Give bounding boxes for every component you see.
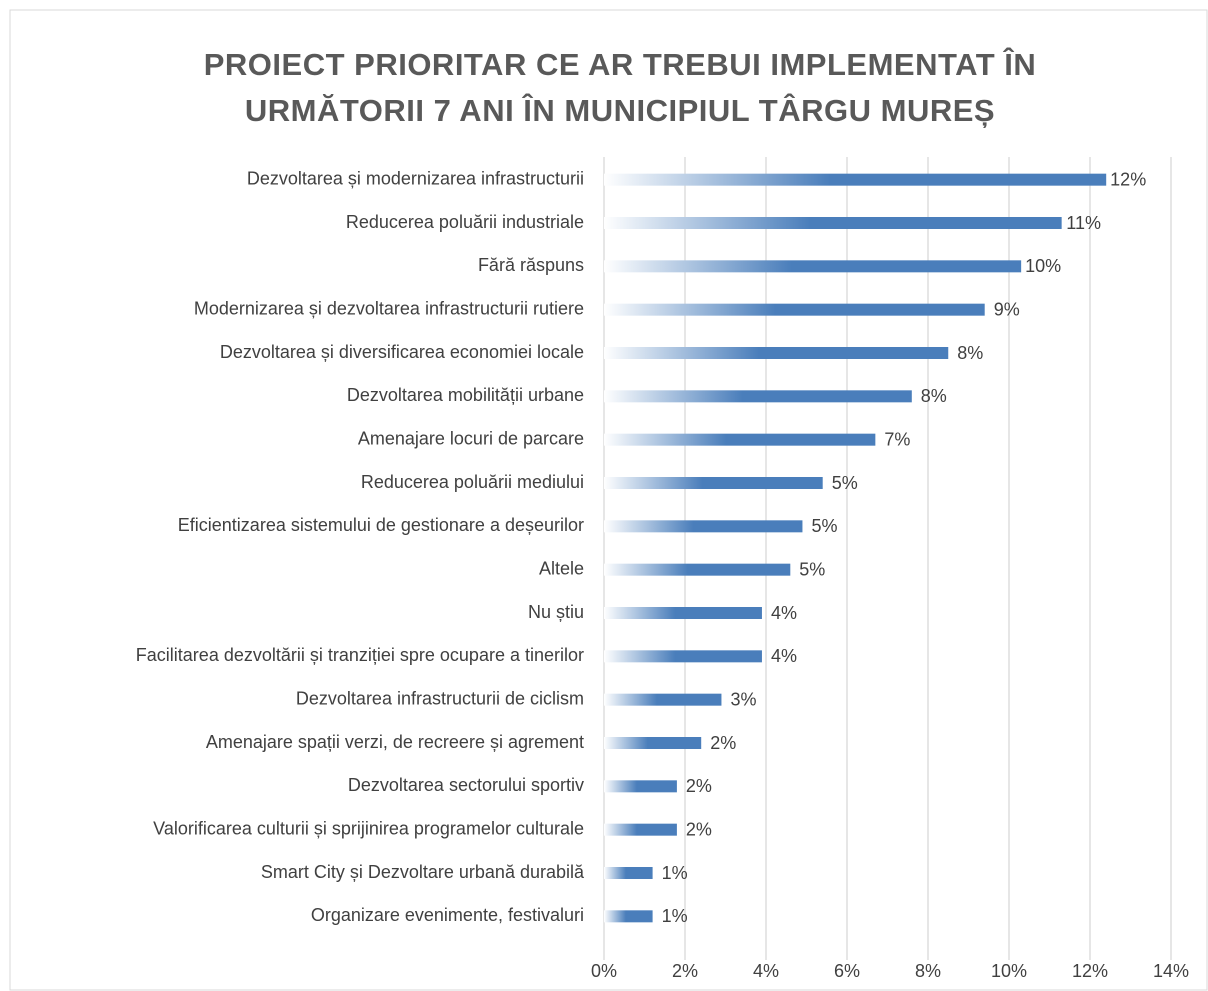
bar xyxy=(604,823,677,836)
bar xyxy=(604,780,677,793)
x-tick-label: 10% xyxy=(991,961,1027,981)
y-tick-label: Dezvoltarea și modernizarea infrastructu… xyxy=(247,168,584,188)
y-tick-label: Eficientizarea sistemului de gestionare … xyxy=(178,515,584,535)
bar xyxy=(604,433,876,446)
data-label: 5% xyxy=(832,473,858,493)
data-label: 4% xyxy=(771,646,797,666)
data-label: 1% xyxy=(662,863,688,883)
data-label: 10% xyxy=(1025,256,1061,276)
bar xyxy=(604,650,762,663)
y-tick-label: Dezvoltarea și diversificarea economiei … xyxy=(220,342,584,362)
data-label: 5% xyxy=(799,559,825,579)
data-label: 4% xyxy=(771,603,797,623)
y-tick-label: Dezvoltarea infrastructurii de ciclism xyxy=(296,688,584,708)
bar xyxy=(604,173,1107,186)
y-tick-label: Amenajare locuri de parcare xyxy=(358,428,584,448)
y-tick-label: Reducerea poluării industriale xyxy=(346,212,584,232)
bar xyxy=(604,737,702,749)
x-tick-label: 8% xyxy=(915,961,941,981)
x-tick-label: 4% xyxy=(753,961,779,981)
data-label: 11% xyxy=(1066,213,1101,233)
y-tick-label: Altele xyxy=(539,558,584,578)
y-tick-label: Fără răspuns xyxy=(478,255,584,275)
bar xyxy=(604,390,912,403)
bar xyxy=(604,563,791,576)
y-tick-label: Modernizarea și dezvoltarea infrastructu… xyxy=(194,298,584,318)
data-label: 12% xyxy=(1110,169,1146,189)
bar xyxy=(604,867,653,879)
data-label: 8% xyxy=(957,343,983,363)
data-label: 9% xyxy=(994,299,1020,319)
bar xyxy=(604,260,1022,273)
data-label: 8% xyxy=(921,386,947,406)
y-tick-label: Facilitarea dezvoltării și tranziției sp… xyxy=(136,645,584,665)
data-label: 2% xyxy=(686,819,712,839)
y-tick-label: Dezvoltarea sectorului sportiv xyxy=(348,775,584,795)
data-label: 1% xyxy=(662,906,688,926)
y-tick-label: Reducerea poluării mediului xyxy=(361,472,584,492)
bar xyxy=(604,347,949,359)
y-tick-label: Amenajare spații verzi, de recreere și a… xyxy=(206,732,584,752)
bar xyxy=(604,910,653,923)
y-tick-label: Nu știu xyxy=(528,602,584,622)
y-tick-label: Organizare evenimente, festivaluri xyxy=(311,905,584,925)
data-label: 3% xyxy=(730,689,756,709)
y-tick-label: Dezvoltarea mobilității urbane xyxy=(347,385,584,405)
x-tick-label: 0% xyxy=(591,961,617,981)
x-tick-label: 6% xyxy=(834,961,860,981)
x-tick-label: 12% xyxy=(1072,961,1108,981)
x-tick-label: 14% xyxy=(1153,961,1189,981)
bar xyxy=(604,217,1062,229)
bar xyxy=(604,607,762,619)
data-label: 2% xyxy=(710,733,736,753)
data-label: 5% xyxy=(811,516,837,536)
data-label: 7% xyxy=(884,429,910,449)
bar xyxy=(604,520,803,533)
chart-title: PROIECT PRIORITAR CE AR TREBUI IMPLEMENT… xyxy=(203,47,1037,128)
x-tick-label: 2% xyxy=(672,961,698,981)
y-tick-label: Smart City și Dezvoltare urbană durabilă xyxy=(261,862,585,882)
data-label: 2% xyxy=(686,776,712,796)
chart-border xyxy=(9,9,1208,991)
bar xyxy=(604,303,985,316)
y-tick-label: Valorificarea culturii și sprijinirea pr… xyxy=(153,818,584,838)
bar xyxy=(604,693,722,706)
bar xyxy=(604,477,823,489)
